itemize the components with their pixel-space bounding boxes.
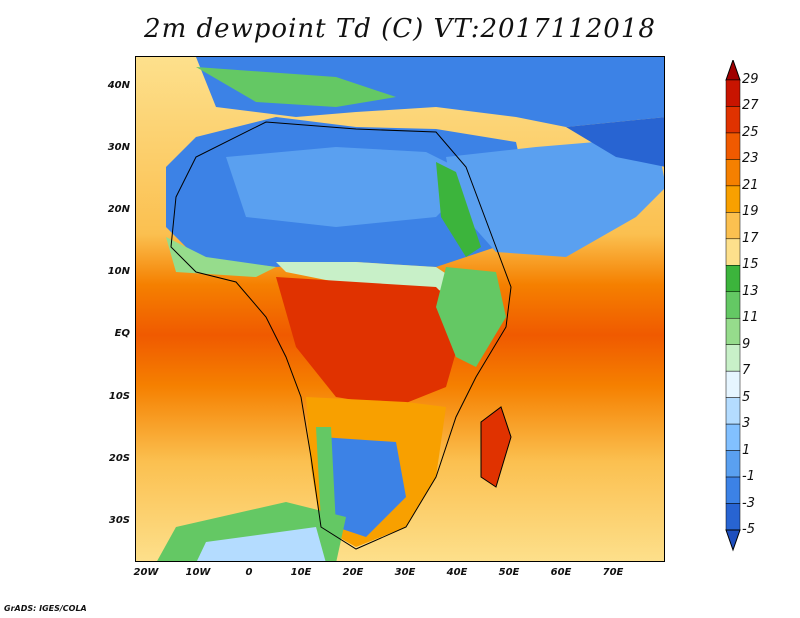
colorbar-label: 29 — [742, 72, 759, 87]
colorbar-swatch — [725, 106, 741, 134]
colorbar-label: 19 — [742, 204, 759, 220]
iberia-region — [196, 67, 396, 107]
colorbar-label: -5 — [742, 522, 755, 537]
colorbar-label: -1 — [742, 469, 755, 485]
colorbar-swatch — [725, 423, 741, 451]
colorbar-swatch — [725, 79, 741, 107]
east-highlands — [436, 267, 506, 367]
colorbar-swatch — [725, 344, 741, 372]
lon-label: 40E — [446, 567, 468, 578]
red-sea — [436, 162, 481, 257]
colorbar-swatch — [725, 159, 741, 187]
colorbar-label: 13 — [742, 283, 759, 299]
colorbar-label: 15 — [742, 257, 759, 273]
colorbar-label: 9 — [742, 336, 751, 352]
colorbar-label: 23 — [742, 151, 759, 167]
colorbar-label: 3 — [742, 416, 751, 432]
madagascar-coastline — [480, 406, 512, 488]
lat-label: 10S — [108, 391, 130, 402]
central-africa — [276, 277, 466, 407]
sahel-band — [276, 262, 466, 292]
colorbar-top-arrow — [725, 60, 741, 81]
colorbar-label: -3 — [742, 495, 755, 511]
lon-label: 0 — [245, 567, 253, 578]
colorbar-swatch — [725, 476, 741, 504]
lon-label: 60E — [550, 567, 572, 578]
colorbar-swatch — [725, 238, 741, 266]
lat-label: 20N — [107, 204, 130, 215]
lon-label: 30E — [394, 567, 416, 578]
colorbar-swatch — [725, 450, 741, 478]
map-canvas — [136, 57, 664, 561]
colorbar-swatch — [725, 370, 741, 398]
sahel-west — [166, 237, 276, 277]
lon-label: 20W — [133, 567, 159, 578]
lat-label: 30S — [108, 515, 130, 526]
namibia-coast — [316, 427, 336, 527]
colorbar-swatch — [725, 291, 741, 319]
page-title: 2m dewpoint Td (C) VT:2017112018 — [144, 14, 656, 44]
colorbar-label: 25 — [742, 124, 759, 140]
arabia-region — [446, 137, 664, 257]
africa-coastline — [170, 121, 512, 550]
kalahari-region — [321, 437, 406, 537]
colorbar-swatch — [725, 397, 741, 425]
europe-region — [196, 57, 664, 127]
colorbar-label: 1 — [742, 442, 751, 458]
madagascar — [481, 407, 511, 487]
lat-label: 20S — [108, 453, 130, 464]
lon-label: 10E — [290, 567, 312, 578]
colorbar-swatch — [725, 212, 741, 240]
colorbar-swatch — [725, 503, 741, 531]
lat-label: EQ — [114, 328, 130, 339]
colorbar-label: 7 — [742, 363, 751, 379]
iran-region — [566, 117, 664, 167]
south-atlantic-cold — [196, 527, 326, 561]
lon-label: 10W — [185, 567, 211, 578]
colorbar-swatch — [725, 185, 741, 213]
colorbar-swatch — [725, 265, 741, 293]
colorbar-label: 5 — [742, 389, 751, 405]
lon-label: 20E — [342, 567, 364, 578]
colorbar-bottom-arrow — [725, 529, 741, 552]
sahara-inner — [226, 147, 476, 227]
colorbar-swatch — [725, 317, 741, 345]
lat-label: 40N — [107, 80, 130, 91]
colorbar-label: 17 — [742, 230, 759, 246]
colorbar-label: 21 — [742, 177, 759, 193]
colorbar-swatch — [725, 132, 741, 160]
lon-label: 70E — [602, 567, 624, 578]
colorbar-label: 27 — [742, 98, 759, 114]
lat-label: 30N — [107, 142, 130, 153]
footer-credit: GrADS: IGES/COLA — [4, 604, 87, 613]
lat-label: 10N — [107, 266, 130, 277]
colorbar-label: 11 — [742, 310, 759, 326]
colorbar — [725, 60, 741, 552]
lon-label: 50E — [498, 567, 520, 578]
map-panel — [135, 56, 665, 562]
